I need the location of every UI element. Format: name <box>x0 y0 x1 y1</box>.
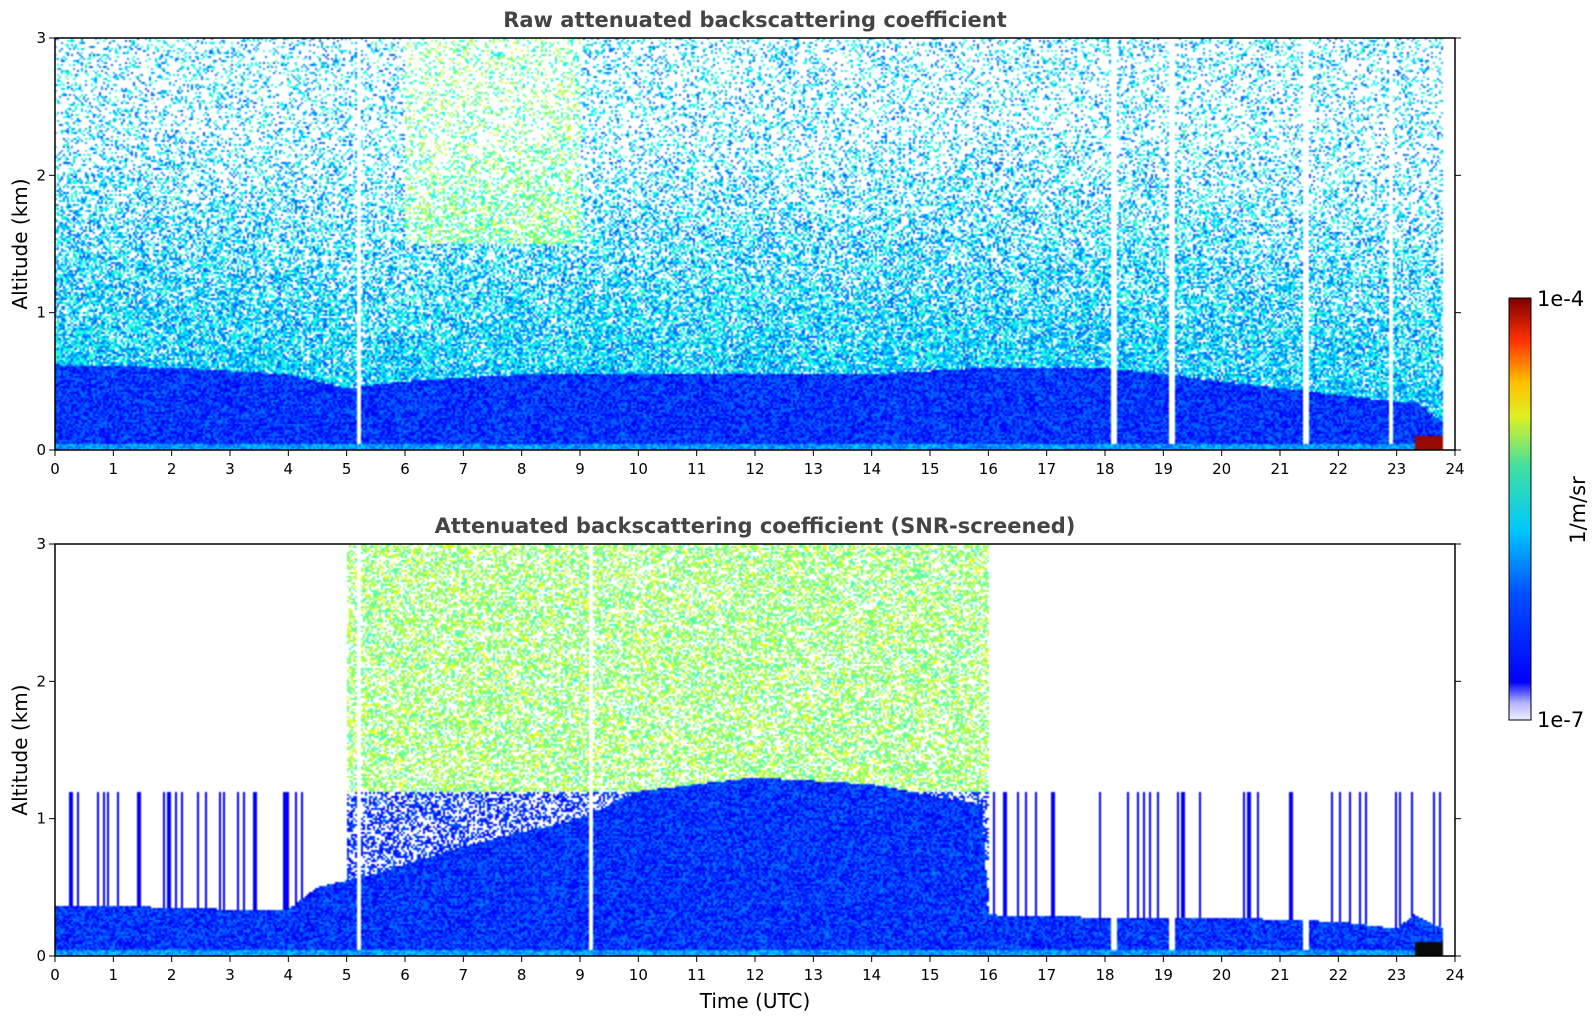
x-tick-label: 22 <box>1329 460 1348 478</box>
raw-backscatter-panel: Raw attenuated backscattering coefficien… <box>8 8 1465 478</box>
x-tick-label: 20 <box>1212 460 1231 478</box>
y-tick-label: 3 <box>36 535 46 553</box>
x-tick-label: 10 <box>629 460 648 478</box>
x-tick-label: 12 <box>745 460 764 478</box>
x-tick-label: 19 <box>1154 460 1173 478</box>
x-tick-label: 11 <box>687 966 706 984</box>
y-tick-label: 0 <box>36 441 46 459</box>
y-axis-ticks: 0 1 2 3 <box>36 29 1461 459</box>
x-tick-label: 14 <box>862 966 881 984</box>
heatmap-image <box>55 38 1455 450</box>
x-tick-label: 7 <box>459 460 469 478</box>
x-tick-label: 9 <box>575 966 585 984</box>
x-tick-label: 11 <box>687 460 706 478</box>
y-tick-label: 2 <box>36 672 46 690</box>
x-axis-ticks: 0 1 2 3 4 5 6 7 8 9 10 11 12 13 14 15 16 17 18 19 20 21 22 23 24 <box>50 450 1465 478</box>
y-tick-label: 1 <box>36 304 46 322</box>
x-tick-label: 3 <box>225 966 235 984</box>
x-tick-label: 1 <box>109 966 119 984</box>
x-tick-label: 2 <box>167 460 177 478</box>
x-tick-label: 18 <box>1095 966 1114 984</box>
x-tick-label: 7 <box>459 966 469 984</box>
x-tick-label: 10 <box>629 966 648 984</box>
x-tick-label: 8 <box>517 966 527 984</box>
x-tick-label: 8 <box>517 460 527 478</box>
x-tick-label: 14 <box>862 460 881 478</box>
x-tick-label: 4 <box>284 460 294 478</box>
y-axis-ticks: 0 1 2 3 <box>36 535 1461 965</box>
y-axis-label: Altitude (km) <box>8 684 32 815</box>
y-tick-label: 1 <box>36 810 46 828</box>
y-tick-label: 3 <box>36 29 46 47</box>
x-tick-label: 0 <box>50 966 60 984</box>
panel-title: Attenuated backscattering coefficient (S… <box>435 514 1076 538</box>
x-tick-label: 20 <box>1212 966 1231 984</box>
x-tick-label: 21 <box>1270 966 1289 984</box>
panel-title: Raw attenuated backscattering coefficien… <box>503 8 1007 32</box>
colorbar-max-label: 1e-4 <box>1537 287 1584 311</box>
x-tick-label: 15 <box>920 966 939 984</box>
x-tick-label: 21 <box>1270 460 1289 478</box>
x-tick-label: 15 <box>920 460 939 478</box>
x-tick-label: 13 <box>804 460 823 478</box>
heatmap-image <box>55 544 1455 956</box>
x-tick-label: 2 <box>167 966 177 984</box>
x-tick-label: 3 <box>225 460 235 478</box>
x-tick-label: 6 <box>400 460 410 478</box>
x-tick-label: 24 <box>1445 966 1464 984</box>
x-tick-label: 17 <box>1037 460 1056 478</box>
colorbar: 1e-4 1e-7 1/m/sr <box>1508 287 1590 732</box>
x-tick-label: 12 <box>745 966 764 984</box>
x-tick-label: 6 <box>400 966 410 984</box>
x-tick-label: 1 <box>109 460 119 478</box>
x-tick-label: 16 <box>979 966 998 984</box>
colorbar-min-label: 1e-7 <box>1537 708 1584 732</box>
x-tick-label: 23 <box>1387 460 1406 478</box>
x-axis-ticks: 0 1 2 3 4 5 6 7 8 9 10 11 12 13 14 15 16 17 18 19 20 21 22 23 24 <box>50 956 1465 984</box>
y-tick-label: 2 <box>36 166 46 184</box>
colorbar-unit-label: 1/m/sr <box>1566 476 1590 544</box>
x-tick-label: 17 <box>1037 966 1056 984</box>
y-axis-label: Altitude (km) <box>8 178 32 309</box>
x-tick-label: 4 <box>284 966 294 984</box>
x-tick-label: 23 <box>1387 966 1406 984</box>
snr-screened-backscatter-panel: Attenuated backscattering coefficient (S… <box>8 514 1465 1013</box>
x-tick-label: 22 <box>1329 966 1348 984</box>
x-tick-label: 13 <box>804 966 823 984</box>
y-tick-label: 0 <box>36 947 46 965</box>
heatmap-raster <box>55 544 1455 956</box>
x-axis-label: Time (UTC) <box>699 989 811 1013</box>
x-tick-label: 16 <box>979 460 998 478</box>
x-tick-label: 0 <box>50 460 60 478</box>
heatmap-raster <box>55 38 1455 450</box>
x-tick-label: 5 <box>342 460 352 478</box>
x-tick-label: 19 <box>1154 966 1173 984</box>
colorbar-gradient <box>1508 297 1532 721</box>
x-tick-label: 9 <box>575 460 585 478</box>
x-tick-label: 18 <box>1095 460 1114 478</box>
x-tick-label: 24 <box>1445 460 1464 478</box>
x-tick-label: 5 <box>342 966 352 984</box>
